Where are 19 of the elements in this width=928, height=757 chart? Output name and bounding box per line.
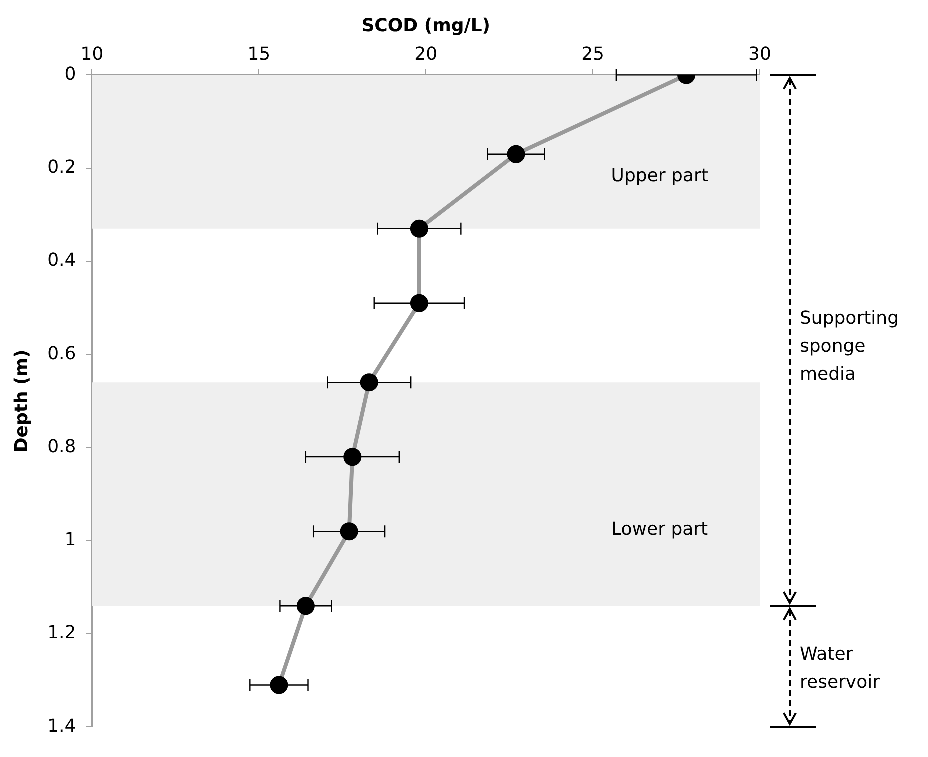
x-tick-label: 25 — [582, 44, 605, 66]
x-axis-title: SCOD (mg/L) — [362, 15, 491, 36]
y-tick-label: 0.6 — [48, 343, 76, 364]
x-tick-label: 20 — [414, 44, 438, 66]
band-label: Lower part — [612, 518, 708, 540]
y-axis-title: Depth (m) — [11, 350, 32, 453]
x-tick-label: 30 — [748, 44, 772, 66]
text: Water reservoir — [800, 642, 881, 695]
y-tick-label: 0.2 — [48, 157, 76, 178]
y-tick-label: 0 — [64, 64, 76, 85]
x-tick-label: 10 — [80, 44, 104, 66]
y-tick-label: 0.4 — [48, 250, 76, 272]
y-tick-label: 1 — [64, 530, 76, 551]
band-label: Upper part — [611, 165, 708, 186]
y-tick-label: 1.4 — [48, 716, 76, 737]
x-tick-label: 15 — [248, 44, 271, 66]
text: Supporting sponge media — [800, 306, 900, 387]
y-tick-label: 1.2 — [48, 622, 76, 644]
y-tick-label: 0.8 — [48, 436, 76, 458]
